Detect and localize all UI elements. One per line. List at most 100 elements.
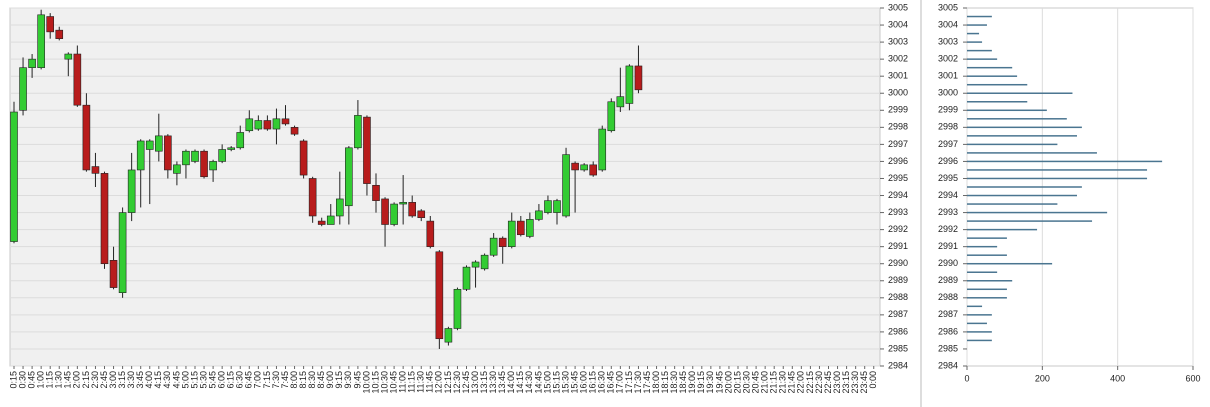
y-tick-label: 2997 — [888, 139, 908, 149]
x-tick-label: 9:15 — [334, 371, 344, 389]
x-tick-label: 1:45 — [63, 371, 73, 389]
x-tick-label: 18:45 — [678, 371, 688, 394]
bar — [967, 305, 983, 308]
y-tick-label: 2994 — [938, 190, 958, 200]
x-tick-label: 19:15 — [696, 371, 706, 394]
y-tick-label: 3005 — [888, 2, 908, 12]
bar — [967, 211, 1108, 214]
bar — [967, 83, 1028, 86]
x-tick-label: 21:45 — [787, 371, 797, 394]
x-tick-label: 1:30 — [54, 371, 64, 389]
candle-body — [562, 154, 570, 217]
x-tick-label: 21:00 — [760, 371, 770, 394]
x-tick-label: 7:15 — [262, 371, 272, 389]
y-tick-label: 2985 — [938, 343, 958, 353]
y-tick-label: 2985 — [888, 343, 908, 353]
x-tick-label: 4:00 — [144, 371, 154, 389]
candle-body — [263, 120, 272, 130]
x-tick-label: 3:45 — [135, 371, 145, 389]
x-tick-label: 13:00 — [470, 371, 480, 394]
bar — [967, 24, 987, 26]
x-tick-label: 16:00 — [579, 371, 589, 394]
bar — [967, 143, 1058, 146]
x-tick-label: 13:15 — [479, 371, 489, 394]
y-tick-label: 2989 — [888, 275, 908, 285]
y-tick-label: 2990 — [888, 258, 908, 268]
bar — [967, 271, 998, 273]
x-tick-label: 0:45 — [26, 371, 36, 389]
x-tick-label: 2:45 — [99, 371, 109, 389]
x-tick-label: 21:30 — [778, 371, 788, 394]
candle-body — [182, 150, 190, 166]
x-tick-label: 23:00 — [832, 371, 842, 394]
y-tick-label: 3000 — [888, 88, 908, 98]
candle-body — [435, 251, 444, 340]
x-tick-label: 13:30 — [488, 371, 498, 394]
x-tick-label: 20:45 — [750, 371, 760, 394]
x-tick-label: 9:45 — [352, 371, 362, 389]
bar — [967, 220, 1093, 222]
candle-body — [453, 288, 462, 329]
bar — [967, 280, 1013, 282]
y-tick-label: 2993 — [888, 207, 908, 217]
candle-body — [82, 104, 91, 171]
y-tick-label: 2988 — [888, 292, 908, 302]
y-tick-label: 2989 — [938, 275, 958, 285]
y-tick-label: 2988 — [938, 292, 958, 302]
bar — [967, 15, 992, 18]
bar — [967, 49, 992, 52]
candle-body — [173, 164, 181, 174]
candle-body — [634, 65, 643, 91]
x-tick-label: 14:45 — [533, 371, 543, 394]
bar — [967, 194, 1077, 197]
candle-body — [571, 162, 579, 171]
candle-body — [507, 220, 516, 247]
candle-body — [553, 200, 561, 213]
x-tick-label: 9:30 — [343, 371, 353, 389]
bar — [967, 101, 1028, 103]
x-tick-label: 22:00 — [796, 371, 806, 394]
x-tick-label: 0:15 — [8, 371, 18, 389]
bar — [967, 66, 1013, 69]
x-tick-label: 400 — [1110, 373, 1125, 383]
candle-body — [544, 200, 552, 213]
x-tick-label: 11:30 — [416, 371, 426, 393]
y-tick-label: 2998 — [888, 122, 908, 132]
candle-body — [354, 115, 362, 149]
x-tick-label: 12:45 — [461, 371, 471, 394]
bar — [967, 297, 1007, 299]
y-tick-label: 2996 — [888, 156, 908, 166]
x-tick-label: 17:15 — [624, 371, 634, 394]
plot-area — [9, 7, 881, 367]
x-tick-label: 0:00 — [868, 371, 878, 389]
candle-body — [535, 210, 543, 220]
x-tick-label: 16:45 — [606, 371, 616, 394]
bar — [967, 75, 1018, 77]
candle-body — [462, 266, 471, 290]
candle-body — [37, 14, 45, 68]
x-tick-label: 6:00 — [217, 371, 227, 389]
x-tick-label: 12:00 — [434, 371, 444, 394]
candle-body — [471, 261, 480, 268]
candle-body — [55, 29, 64, 39]
candle-body — [372, 184, 380, 201]
y-tick-label: 2992 — [888, 224, 908, 234]
x-tick-label: 15:45 — [569, 371, 579, 394]
x-tick-label: 23:45 — [859, 371, 869, 394]
candle-body — [209, 161, 217, 171]
x-tick-label: 5:15 — [189, 371, 199, 389]
x-tick-label: 3:00 — [108, 371, 118, 389]
y-tick-label: 2999 — [938, 105, 958, 115]
candle-body — [444, 328, 453, 343]
y-tick-label: 3002 — [888, 54, 908, 64]
candle-body — [245, 118, 254, 132]
y-tick-label: 3004 — [938, 19, 958, 29]
x-tick-label: 4:30 — [162, 371, 172, 389]
y-tick-label: 3005 — [938, 2, 958, 12]
candle-body — [580, 164, 588, 171]
y-tick-label: 2987 — [938, 309, 958, 319]
x-tick-label: 2:00 — [72, 371, 82, 389]
candle-body — [489, 237, 498, 256]
y-tick-label: 2997 — [938, 139, 958, 149]
